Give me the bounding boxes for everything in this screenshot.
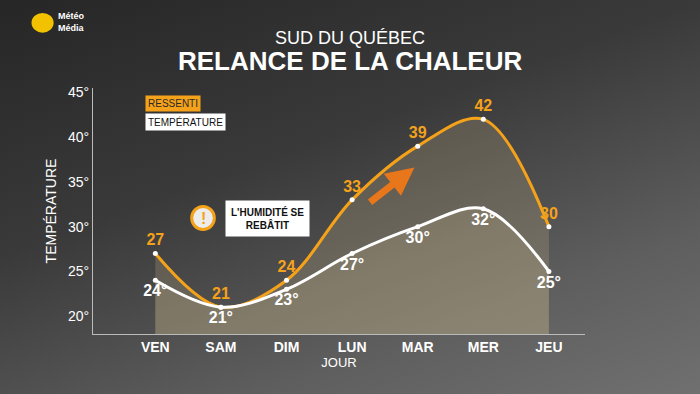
- svg-text:21°: 21°: [209, 309, 233, 326]
- svg-text:32°: 32°: [471, 211, 495, 228]
- svg-text:20°: 20°: [68, 308, 89, 324]
- svg-text:RELANCE DE LA CHALEUR: RELANCE DE LA CHALEUR: [178, 46, 522, 76]
- svg-text:40°: 40°: [68, 129, 89, 145]
- svg-text:35°: 35°: [68, 174, 89, 190]
- svg-text:MER: MER: [468, 339, 499, 355]
- svg-text:SAM: SAM: [205, 339, 236, 355]
- svg-text:TEMPÉRATURE: TEMPÉRATURE: [43, 159, 59, 264]
- svg-text:39: 39: [409, 124, 427, 141]
- svg-text:JOUR: JOUR: [321, 355, 356, 370]
- svg-text:L'HUMIDITÉ SEREBÂTIT: L'HUMIDITÉ SEREBÂTIT: [231, 206, 304, 231]
- svg-text:SUD DU QUÉBEC: SUD DU QUÉBEC: [275, 28, 425, 48]
- svg-text:MAR: MAR: [402, 339, 434, 355]
- svg-text:JEU: JEU: [535, 339, 562, 355]
- svg-text:42: 42: [474, 97, 492, 114]
- svg-text:RESSENTI: RESSENTI: [148, 98, 198, 109]
- svg-text:DIM: DIM: [274, 339, 300, 355]
- svg-text:!: !: [201, 210, 206, 227]
- svg-text:23°: 23°: [274, 291, 298, 308]
- svg-text:24: 24: [278, 258, 296, 275]
- svg-text:30°: 30°: [406, 229, 430, 246]
- svg-text:TEMPÉRATURE: TEMPÉRATURE: [148, 116, 223, 128]
- svg-text:25°: 25°: [68, 263, 89, 279]
- svg-text:LUN: LUN: [338, 339, 367, 355]
- svg-text:30°: 30°: [68, 219, 89, 235]
- svg-text:27: 27: [146, 231, 164, 248]
- svg-text:21: 21: [212, 285, 230, 302]
- svg-text:33: 33: [343, 178, 361, 195]
- svg-text:24°: 24°: [143, 282, 167, 299]
- svg-text:45°: 45°: [68, 84, 89, 100]
- svg-text:27°: 27°: [340, 256, 364, 273]
- svg-text:25°: 25°: [537, 274, 561, 291]
- svg-text:30: 30: [540, 205, 558, 222]
- svg-text:MétéoMédia: MétéoMédia: [58, 11, 85, 33]
- svg-text:VEN: VEN: [141, 339, 170, 355]
